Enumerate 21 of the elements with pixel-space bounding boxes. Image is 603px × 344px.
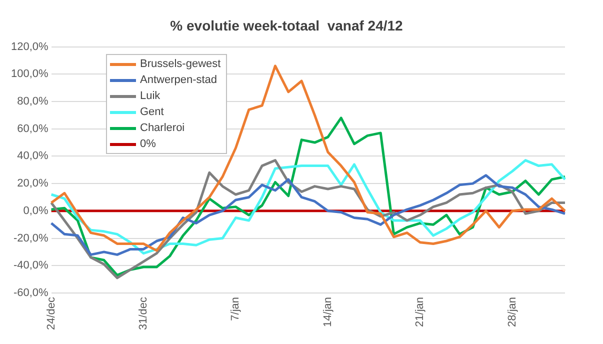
y-tick-label: 80,0% [17,96,49,108]
legend-label: Brussels-gewest [140,58,221,70]
x-tick-label: 28/jan [506,296,518,327]
x-tick-label: 21/jan [414,296,426,327]
y-tick-label: 20,0% [17,178,49,190]
y-tick-label: 60,0% [17,122,49,135]
x-tick-label: 7/jan [230,296,242,321]
y-tick-label: -20,0% [13,232,49,244]
legend-label: Antwerpen-stad [140,74,218,86]
y-tick-label: -40,0% [13,260,49,272]
y-tick-label: 0,0% [23,204,49,217]
x-tick-label: 31/dec [138,296,150,330]
y-tick-label: 40,0% [17,150,49,162]
chart-title: % evolutie week-totaal vanaf 24/12 [170,17,404,34]
legend-label: 0% [140,138,156,150]
y-tick-label: 100,0% [10,68,49,80]
legend-label: Charleroi [140,122,185,134]
legend-label: Luik [140,90,160,102]
legend-label: Gent [140,106,164,118]
x-tick-label: 14/jan [322,296,334,327]
y-tick-label: 120,0% [10,40,49,53]
